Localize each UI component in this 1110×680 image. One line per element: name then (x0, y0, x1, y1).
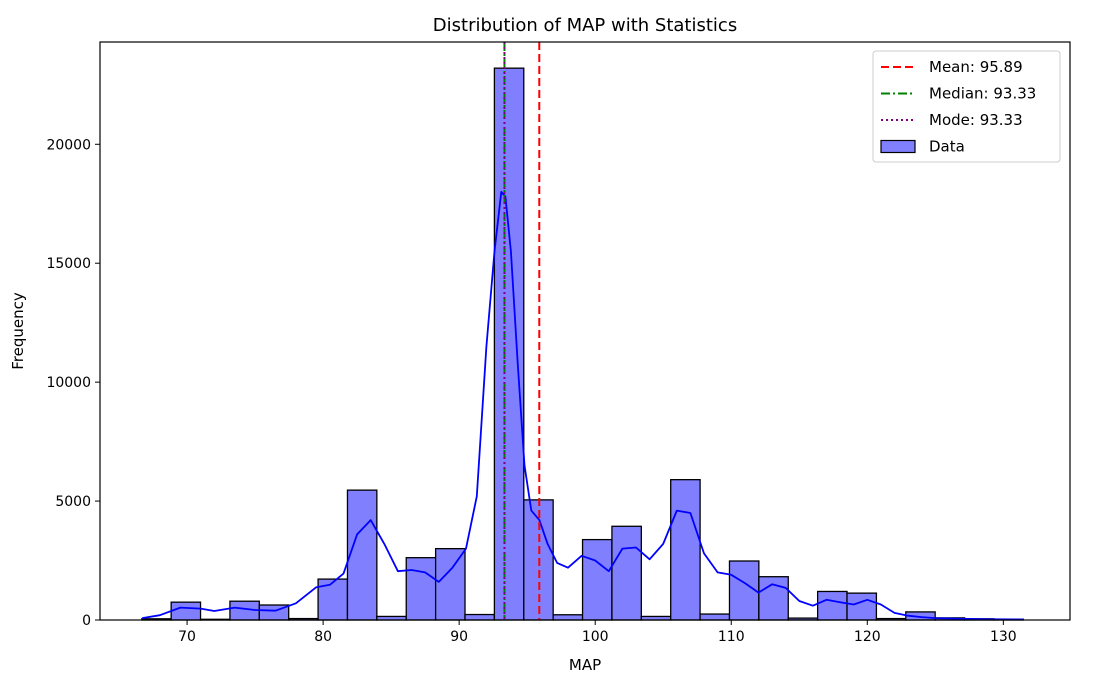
y-tick-label-15000: 15000 (46, 256, 91, 272)
histogram-bar-19 (699, 613, 731, 621)
x-tick-label-70: 70 (178, 629, 196, 645)
x-axis-ticks: 70 80 90 100 110 120 130 (178, 620, 1017, 645)
histogram-bar-12 (493, 67, 525, 621)
histogram-bar-23 (816, 590, 848, 621)
x-tick-label-90: 90 (450, 629, 468, 645)
kde-curve-group (142, 190, 1024, 621)
histogram-bar-10 (434, 547, 466, 621)
histogram-bar-14 (552, 614, 584, 621)
legend-swatch-data (880, 139, 916, 154)
plot-frame (99, 41, 1071, 621)
legend-label-dotted: Mode: 93.33 (929, 111, 1023, 129)
x-tick-label-110: 110 (718, 629, 745, 645)
y-tick-label-0: 0 (82, 613, 91, 629)
legend-label-dashed: Mean: 95.89 (929, 58, 1023, 76)
legend-box (872, 50, 1061, 163)
kde-curve (142, 190, 1024, 621)
y-tick-label-10000: 10000 (46, 375, 91, 391)
legend-label-data: Data (929, 138, 965, 156)
x-axis-label: MAP (569, 656, 601, 674)
x-tick-label-100: 100 (582, 629, 609, 645)
y-tick-label-5000: 5000 (55, 494, 91, 510)
x-tick-label-80: 80 (314, 629, 332, 645)
y-axis-ticks: 0 5000 10000 15000 20000 (46, 137, 100, 629)
chart-title: Distribution of MAP with Statistics (433, 15, 737, 36)
legend-label-dashdot: Median: 93.33 (929, 85, 1036, 103)
x-tick-label-130: 130 (990, 629, 1017, 645)
histogram-bar-18 (670, 479, 701, 621)
y-axis-label: Frequency (9, 292, 27, 370)
stat-lines (503, 42, 541, 620)
y-tick-label-20000: 20000 (46, 137, 91, 153)
histogram-bar-16 (611, 525, 642, 621)
histogram-bar-15 (581, 538, 613, 621)
histogram-bars (141, 67, 1024, 621)
x-tick-label-120: 120 (854, 629, 881, 645)
histogram-bar-21 (758, 576, 789, 621)
histogram-bar-11 (464, 613, 496, 621)
histogram-bar-7 (346, 489, 378, 621)
histogram-bar-1 (170, 601, 202, 621)
histogram-bar-9 (405, 557, 437, 621)
histogram-bar-24 (846, 592, 878, 621)
legend: Mean: 95.89 Median: 93.33 Mode: 93.33 Data (872, 50, 1061, 163)
